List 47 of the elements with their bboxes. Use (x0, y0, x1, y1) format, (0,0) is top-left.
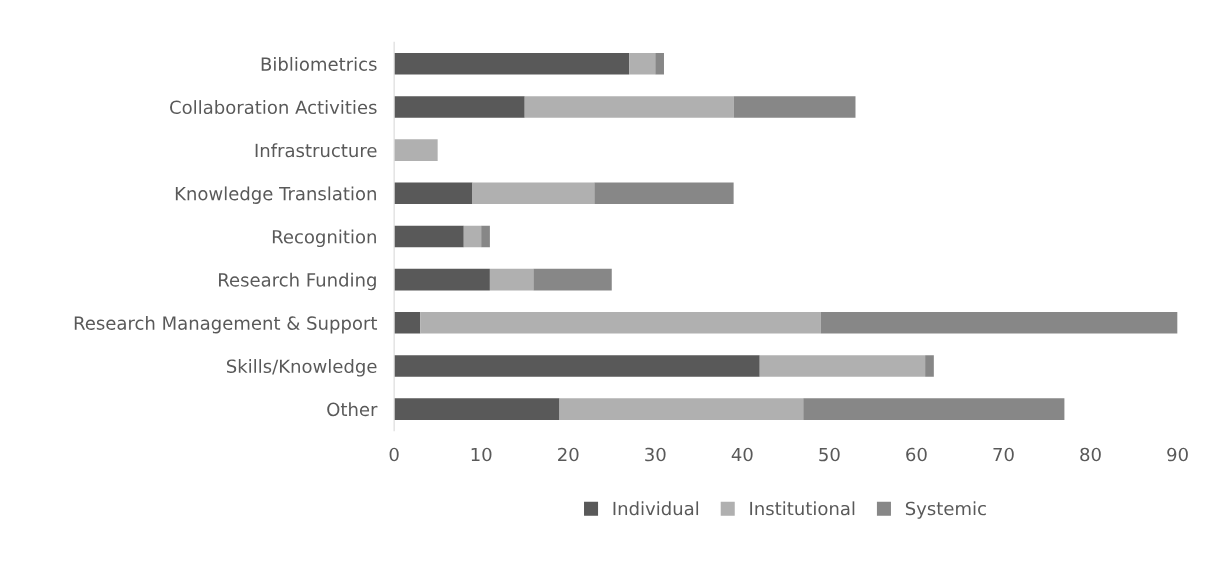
bar (489, 268, 534, 291)
y-tick-label: Knowledge Translation (175, 186, 376, 204)
bar (394, 139, 438, 161)
bar (803, 398, 1065, 420)
legend-label: Institutional (750, 501, 855, 516)
bar (629, 53, 656, 75)
y-tick-label: Research Funding (219, 272, 376, 291)
y-tick-label: Infrastructure (255, 143, 377, 158)
bar (394, 182, 473, 205)
bar (559, 398, 804, 420)
bar (394, 225, 464, 248)
y-tick-label: Collaboration Activities (170, 100, 377, 115)
bar (394, 53, 630, 75)
bar (533, 268, 612, 291)
y-tick-label: Skills/Knowledge (226, 359, 377, 377)
x-tick-label: 70 (993, 447, 1014, 462)
y-tick-label: Recognition (272, 229, 376, 248)
x-tick-label: 40 (731, 447, 753, 462)
bar (820, 312, 1178, 334)
bar (394, 355, 760, 377)
x-tick-label: 20 (558, 447, 579, 462)
bar (594, 182, 734, 205)
y-tick-label: Bibliometrics (261, 56, 377, 71)
x-tick-label: 30 (645, 447, 666, 462)
x-tick-label: 50 (819, 447, 840, 462)
bar (472, 182, 595, 205)
bar (925, 355, 934, 377)
x-tick-label: 0 (389, 447, 399, 462)
bar (759, 355, 926, 377)
bar (524, 96, 734, 118)
bar (655, 53, 664, 75)
bar (733, 96, 856, 118)
bar (463, 225, 482, 248)
bar (420, 312, 821, 334)
bar (394, 312, 421, 334)
legend-label: Individual (613, 501, 699, 516)
bar (394, 398, 560, 420)
x-tick-label: 10 (471, 447, 492, 462)
bar (394, 268, 490, 291)
x-tick-label: 80 (1080, 447, 1101, 462)
bar (481, 225, 490, 248)
x-tick-label: 60 (906, 447, 927, 462)
y-tick-label: Other (327, 402, 378, 417)
bar (394, 96, 525, 118)
y-tick-label: Research Management & Support (74, 315, 378, 334)
x-tick-label: 90 (1167, 447, 1188, 462)
legend-label: Systemic (905, 501, 986, 519)
